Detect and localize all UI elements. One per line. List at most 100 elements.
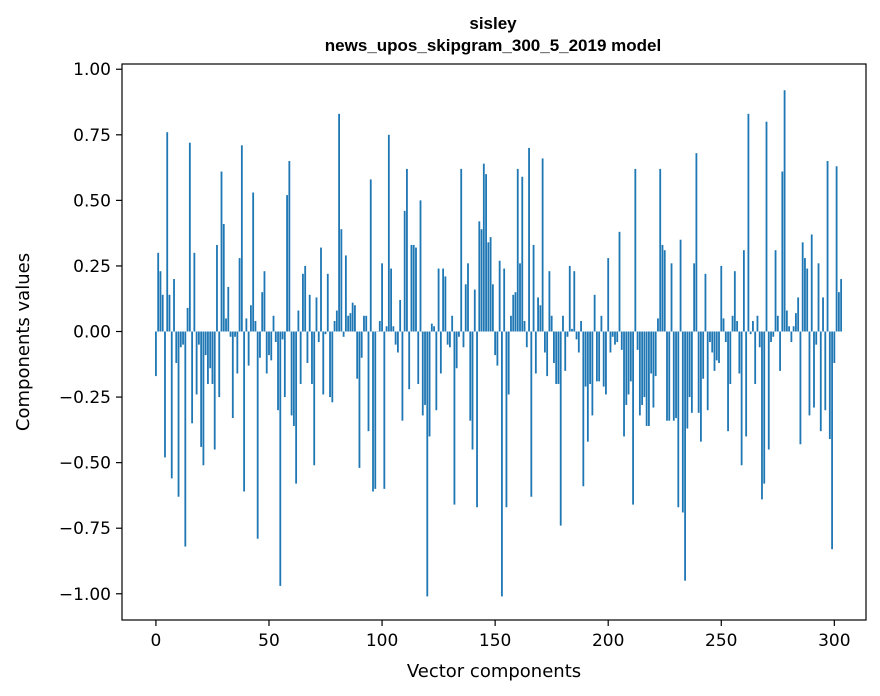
bar-component-41	[247, 331, 250, 366]
bar-component-296	[824, 331, 827, 411]
bar-component-232	[679, 239, 682, 332]
bar-component-249	[718, 331, 720, 363]
bar-component-214	[638, 331, 641, 416]
bar-component-261	[745, 331, 748, 437]
bar-component-247	[713, 331, 716, 371]
bar-component-72	[317, 331, 320, 342]
bar-component-78	[331, 331, 334, 403]
bar-component-100	[381, 263, 383, 332]
bar-component-254	[729, 331, 732, 384]
bar-component-295	[822, 297, 824, 332]
bar-component-42	[250, 305, 252, 332]
bar-component-5	[166, 132, 169, 332]
bar-component-198	[602, 331, 605, 387]
bar-component-57	[283, 331, 286, 398]
bar-component-20	[200, 331, 203, 447]
bar-component-274	[774, 250, 777, 332]
bar-component-250	[720, 265, 723, 332]
bar-component-236	[688, 331, 691, 398]
bar-component-27	[216, 244, 218, 332]
bar-component-64	[299, 331, 302, 384]
bar-component-246	[711, 331, 714, 353]
bar-component-94	[367, 331, 370, 432]
bar-component-293	[817, 263, 820, 332]
bar-component-85	[347, 315, 350, 332]
bar-component-58	[286, 195, 288, 332]
bar-component-277	[781, 171, 784, 332]
bar-component-284	[797, 297, 800, 332]
bar-component-28	[218, 331, 221, 398]
bar-component-298	[828, 331, 831, 440]
bar-component-299	[831, 331, 833, 550]
bar-component-90	[358, 331, 361, 468]
bar-component-200	[607, 258, 610, 332]
bar-component-147	[487, 242, 490, 332]
bar-component-117	[419, 200, 422, 332]
bar-component-12	[182, 331, 184, 345]
bar-component-114	[412, 244, 415, 332]
bar-component-69	[311, 331, 313, 384]
bar-component-158	[512, 294, 515, 332]
bar-component-109	[401, 331, 404, 421]
bar-component-237	[690, 331, 693, 413]
bar-component-260	[742, 250, 745, 332]
bar-component-35	[234, 331, 236, 337]
bar-series	[155, 90, 843, 597]
bar-component-18	[195, 331, 198, 395]
bar-component-25	[211, 331, 214, 384]
bar-component-230	[675, 331, 677, 419]
bar-component-207	[623, 331, 625, 437]
bar-component-15	[188, 142, 191, 332]
bar-component-146	[485, 174, 487, 332]
bar-component-280	[788, 326, 791, 332]
bar-component-66	[304, 265, 307, 332]
bar-component-68	[308, 294, 311, 332]
bar-component-115	[415, 247, 417, 332]
bar-component-76	[326, 273, 329, 332]
x-tick-label: 200	[592, 631, 624, 651]
bar-component-255	[731, 315, 734, 332]
bar-component-264	[752, 321, 754, 332]
bar-component-216	[643, 331, 646, 398]
bar-component-181	[564, 331, 567, 371]
bar-component-159	[514, 292, 517, 332]
bar-component-211	[632, 331, 634, 505]
bar-component-121	[428, 331, 431, 437]
x-tick-label: 300	[818, 631, 850, 651]
bar-component-67	[306, 331, 309, 363]
bar-component-292	[815, 331, 818, 345]
bar-component-111	[406, 168, 408, 332]
bar-component-39	[243, 331, 246, 492]
bar-component-73	[320, 247, 322, 332]
bar-component-271	[767, 331, 770, 450]
bar-component-197	[600, 315, 603, 332]
bar-component-52	[272, 315, 275, 332]
bar-component-175	[550, 315, 553, 332]
bar-component-75	[324, 331, 327, 335]
bar-component-244	[706, 331, 709, 411]
bar-component-37	[238, 258, 241, 332]
bar-component-169	[537, 297, 539, 332]
bar-component-89	[356, 331, 359, 379]
bar-component-165	[528, 147, 530, 332]
bar-component-88	[354, 305, 356, 332]
bar-component-212	[634, 168, 637, 332]
x-tick-label: 50	[258, 631, 280, 651]
bar-component-9	[175, 331, 178, 363]
bar-component-185	[573, 271, 576, 332]
bar-component-142	[476, 331, 478, 508]
bar-component-61	[292, 331, 295, 426]
bar-component-22	[204, 331, 207, 356]
bar-component-51	[270, 331, 273, 361]
bar-component-123	[433, 326, 435, 332]
bar-component-263	[749, 331, 752, 335]
bar-component-4	[164, 331, 166, 458]
bar-component-156	[507, 331, 510, 395]
bar-component-229	[672, 331, 675, 421]
bar-component-189	[582, 331, 585, 487]
bar-component-283	[794, 313, 797, 332]
bar-component-150	[494, 331, 497, 356]
bar-component-45	[256, 331, 259, 539]
bar-component-21	[202, 331, 205, 466]
bar-component-116	[417, 331, 420, 384]
